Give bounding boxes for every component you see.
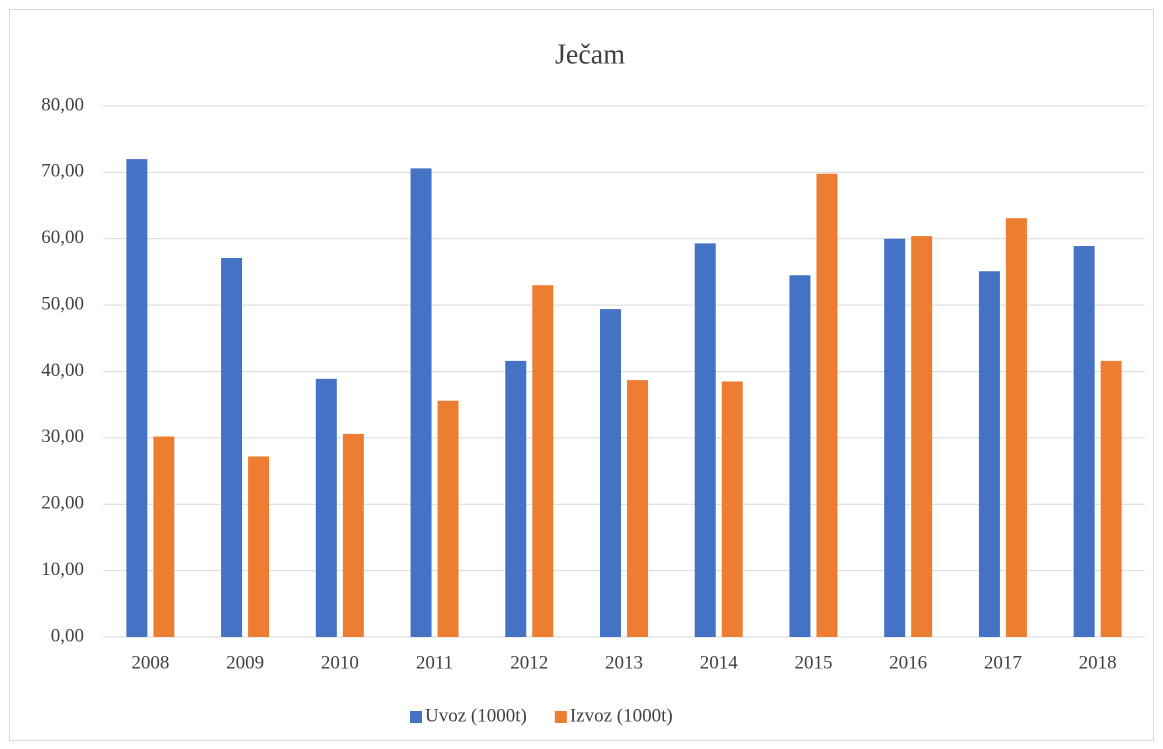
y-tick-label: 70,00 [41,161,84,182]
bar [1100,360,1122,637]
y-tick-label: 20,00 [41,493,84,514]
legend-swatch [410,711,422,723]
bar [532,285,554,637]
x-tick-label: 2009 [226,652,264,673]
x-tick-label: 2018 [1079,652,1117,673]
bar [153,436,175,637]
chart-title: Ječam [555,39,625,70]
bar [410,168,432,637]
bar [437,400,459,637]
x-tick-label: 2008 [131,652,169,673]
y-tick-label: 80,00 [41,94,84,115]
x-tick-label: 2013 [605,652,643,673]
y-tick-label: 60,00 [41,227,84,248]
y-tick-label: 10,00 [41,559,84,580]
bar [600,309,621,637]
bar [911,236,933,637]
y-tick-label: 50,00 [41,293,84,314]
bar [816,173,838,637]
legend-label: Izvoz (1000t) [570,705,673,726]
bar [884,238,906,637]
x-tick-label: 2014 [700,652,739,673]
x-tick-label: 2017 [984,652,1022,673]
bar [789,275,811,637]
x-tick-label: 2010 [321,652,359,673]
bar [221,257,243,637]
x-tick-label: 2015 [794,652,832,673]
y-tick-label: 40,00 [41,360,84,381]
legend-label: Uvoz (1000t) [425,705,527,726]
x-tick-label: 2016 [889,652,927,673]
bar [721,381,743,637]
bar [627,380,648,637]
legend-swatch [554,711,567,723]
bar [1005,218,1027,637]
bar [694,243,716,638]
bar [1073,246,1095,637]
bar [505,360,527,637]
bar [978,271,1000,637]
bar [248,456,270,637]
y-tick-label: 0,00 [51,625,84,646]
bar [315,378,337,637]
chart-border [9,9,1154,741]
x-tick-label: 2012 [510,652,548,673]
bar [126,159,148,637]
y-tick-label: 30,00 [41,426,84,447]
bar [342,433,364,637]
x-tick-label: 2011 [416,652,453,673]
